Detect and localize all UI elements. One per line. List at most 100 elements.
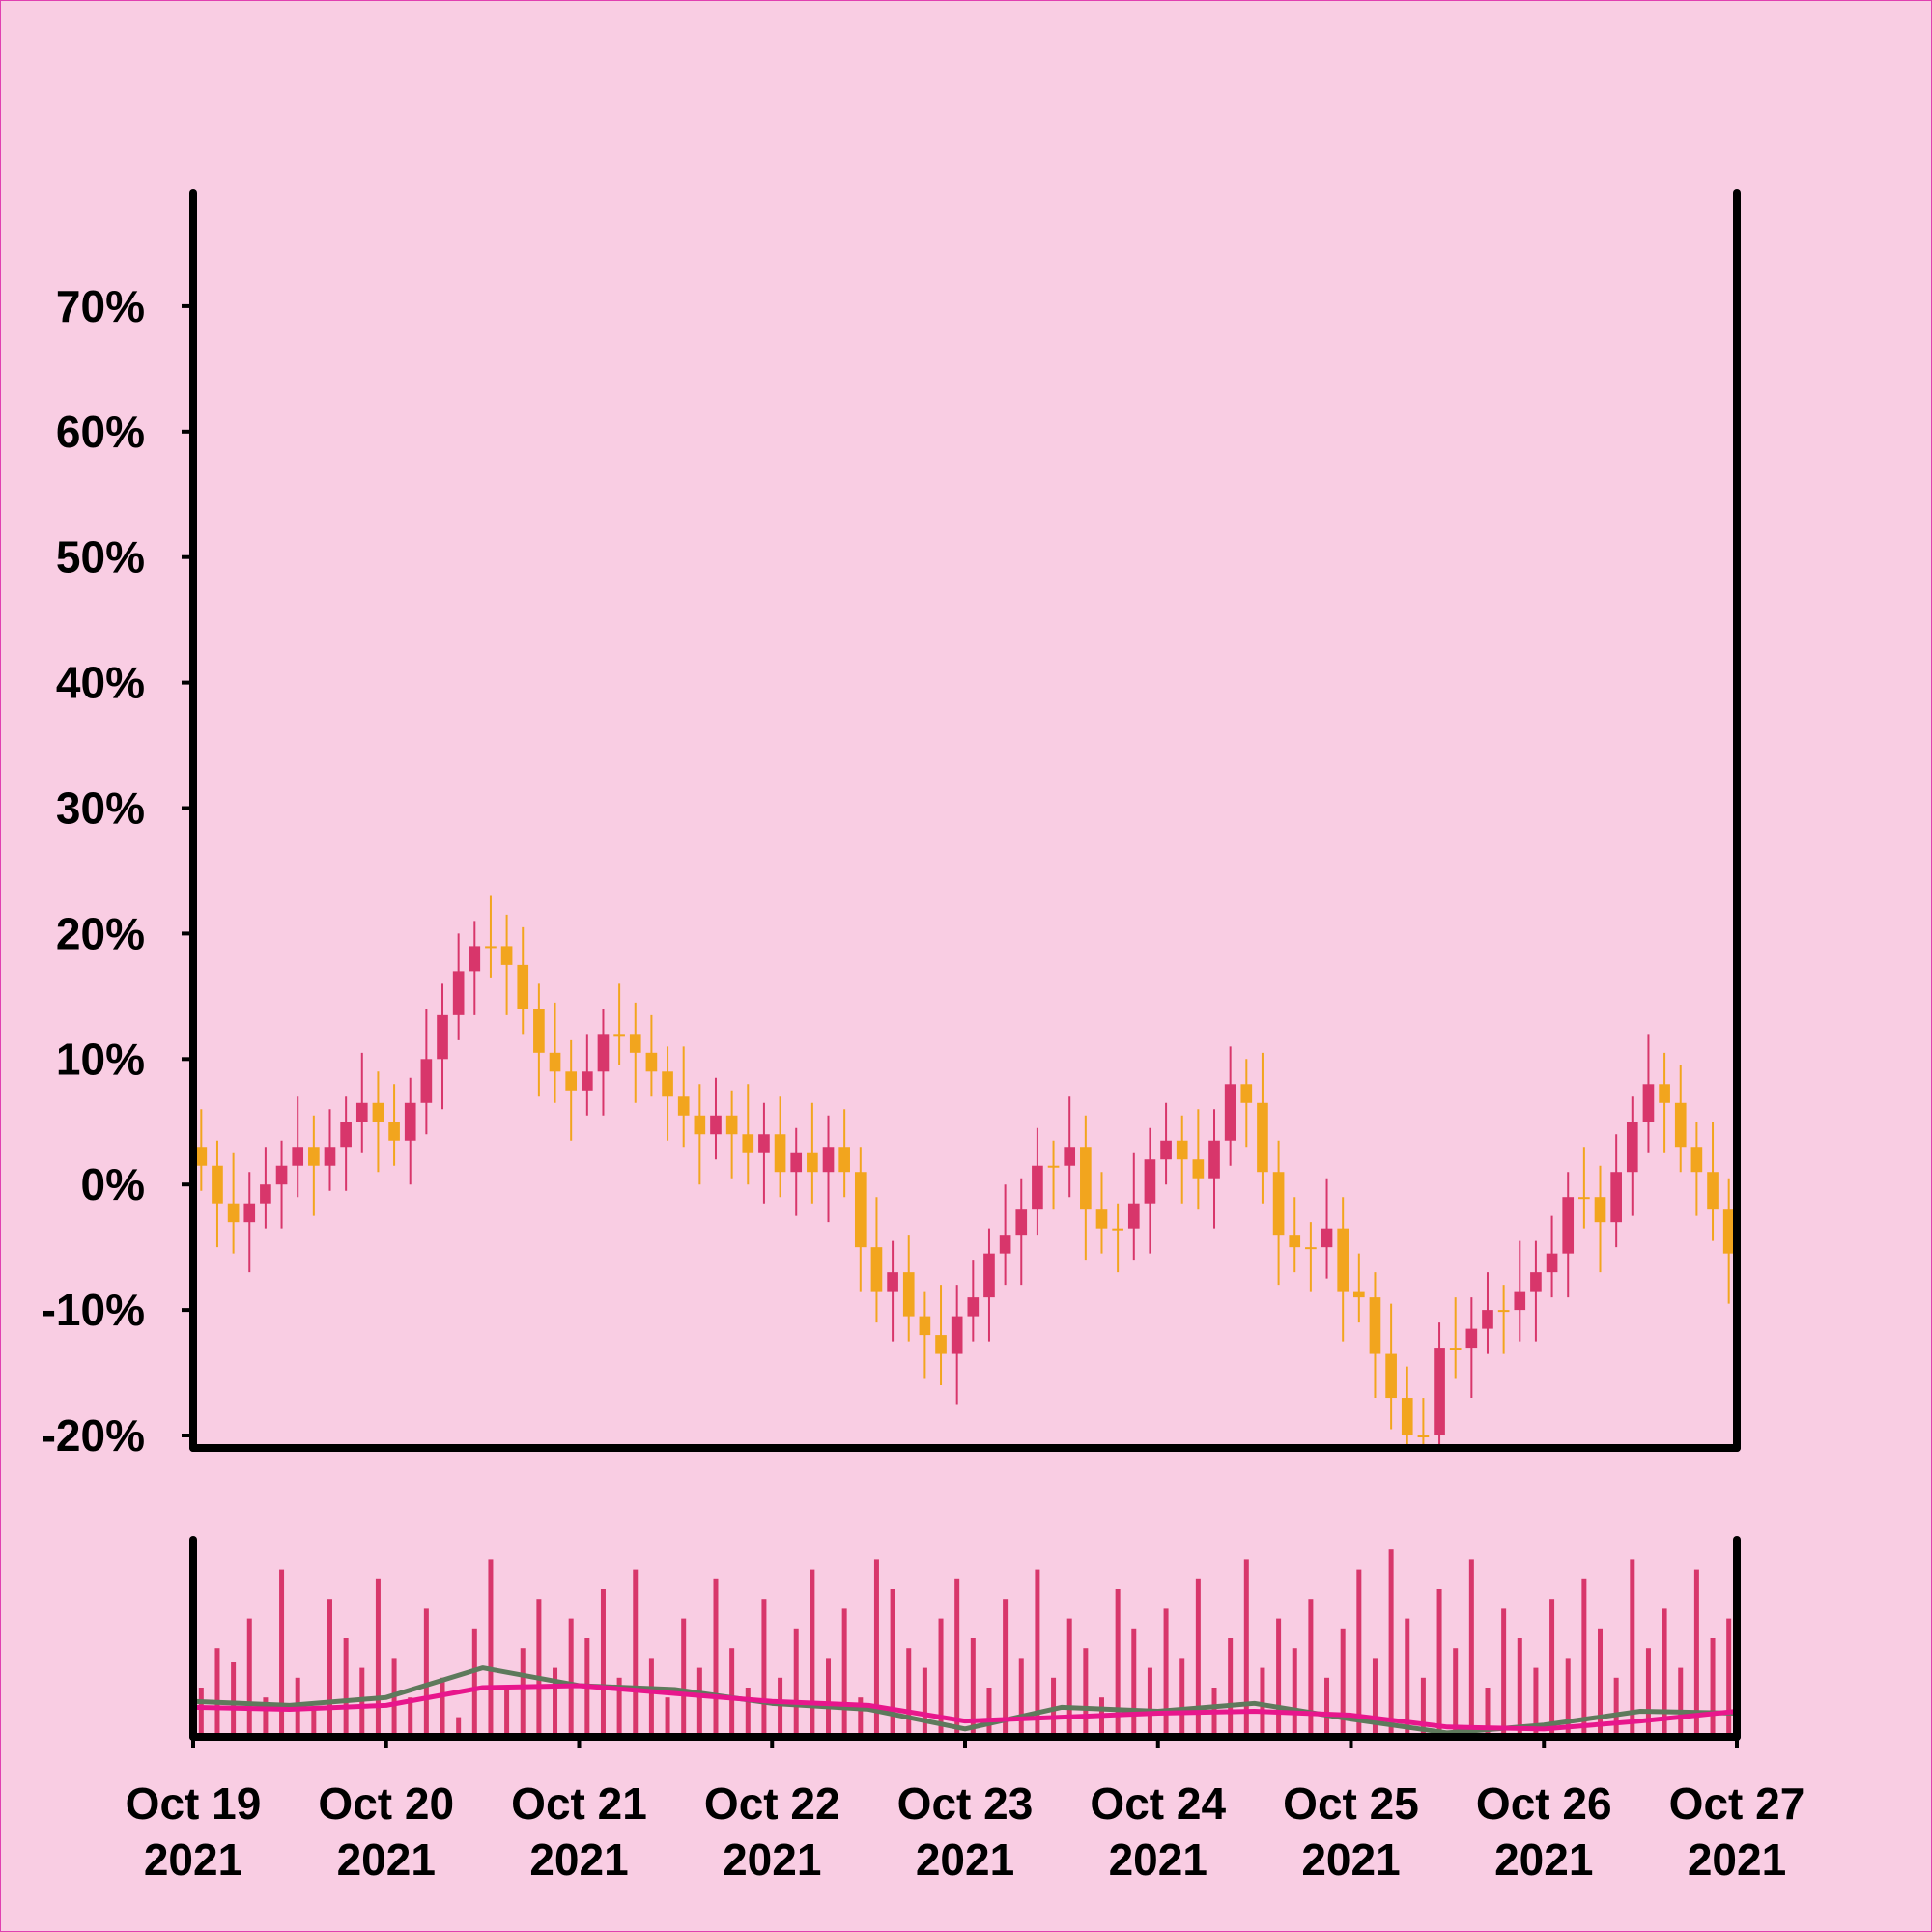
y-tick-label: 30% (56, 783, 145, 834)
volume-bar (1163, 1608, 1169, 1737)
candle-body (227, 1203, 240, 1223)
volume-bar (1356, 1569, 1362, 1737)
volume-bar (648, 1658, 654, 1737)
candle-body (1722, 1209, 1735, 1254)
candle-body (1208, 1140, 1220, 1179)
x-tick-label: Oct 25 2021 (1283, 1778, 1419, 1885)
candle-body (1659, 1084, 1670, 1103)
volume-bar (1468, 1559, 1474, 1737)
candle-body (710, 1115, 722, 1135)
candle-body (935, 1335, 947, 1354)
volume-bar (681, 1618, 687, 1737)
volume-bar (1693, 1569, 1699, 1737)
volume-bar (665, 1697, 670, 1737)
y-tick-label: 10% (56, 1034, 145, 1084)
volume-bar (1243, 1559, 1249, 1737)
volume-bar (553, 1667, 558, 1737)
candle-body (1289, 1235, 1301, 1248)
volume-bar (696, 1667, 702, 1737)
volume-bar (873, 1559, 879, 1737)
y-tick-label: -20% (42, 1410, 145, 1461)
volume-bar (504, 1688, 510, 1737)
volume-bar (1276, 1618, 1282, 1737)
candle-body (1337, 1228, 1350, 1292)
volume-bar (616, 1677, 622, 1737)
x-tick-label: Oct 21 2021 (511, 1778, 647, 1885)
candle-body (1240, 1084, 1253, 1103)
candle-body (870, 1247, 883, 1292)
candle-body (1127, 1203, 1140, 1229)
volume-bar (1018, 1658, 1024, 1737)
volume-bar (745, 1688, 751, 1737)
x-tick-label: Oct 24 2021 (1090, 1778, 1226, 1885)
candle-body (1449, 1348, 1462, 1350)
candle-body (983, 1253, 995, 1298)
x-tick-label: Oct 22 2021 (704, 1778, 840, 1885)
candle-body (260, 1184, 271, 1204)
volume-bar (471, 1628, 477, 1737)
volume-bar (986, 1688, 992, 1737)
volume-bar (922, 1667, 927, 1737)
volume-bar (198, 1688, 204, 1737)
candle-body (613, 1034, 625, 1037)
volume-bar (1645, 1648, 1651, 1737)
candle-body (597, 1034, 610, 1072)
candle-body (1514, 1291, 1526, 1311)
y-tick-label: 20% (56, 908, 145, 958)
candle-body (919, 1316, 931, 1336)
volume-bar (1405, 1618, 1410, 1737)
candle-body (308, 1147, 320, 1166)
volume-bar (761, 1599, 767, 1737)
volume-bar (1453, 1648, 1459, 1737)
candle-body (1674, 1102, 1687, 1148)
candle-body (662, 1071, 673, 1097)
candle-body (1095, 1209, 1108, 1229)
volume-bar (1565, 1658, 1571, 1737)
volume-bar (456, 1717, 462, 1737)
candle-body (1176, 1140, 1188, 1160)
candle-body (951, 1316, 963, 1354)
candle-body (500, 946, 513, 965)
volume-bar (1131, 1628, 1137, 1737)
candle-body (355, 1102, 368, 1122)
candle-body (1064, 1147, 1076, 1166)
candle-body (742, 1134, 754, 1153)
volume-bar (906, 1648, 912, 1737)
y-tick-label: 40% (56, 658, 145, 708)
volume-bar (938, 1618, 944, 1737)
candle-body (758, 1134, 770, 1153)
candle-body (212, 1165, 223, 1204)
candle-body (774, 1134, 786, 1173)
volume-bar (729, 1648, 735, 1737)
volume-bar (1308, 1599, 1314, 1737)
volume-bar (343, 1638, 349, 1737)
candle-body (1032, 1165, 1043, 1210)
candle-body (694, 1115, 706, 1135)
y-tick-label: -10% (42, 1285, 145, 1335)
candle-body (469, 946, 481, 972)
candle-body (1434, 1348, 1445, 1436)
candle-body (887, 1272, 898, 1292)
volume-bar (1228, 1638, 1234, 1737)
candle-body (565, 1071, 578, 1091)
candle-body (420, 1059, 433, 1103)
candle-body (1610, 1172, 1622, 1223)
candle-body (292, 1147, 304, 1166)
candle-body (1690, 1147, 1703, 1173)
volume-bar (858, 1697, 864, 1737)
volume-bar (793, 1628, 799, 1737)
candle-body (388, 1122, 400, 1141)
candle-body (452, 971, 465, 1015)
candle-body (1482, 1310, 1493, 1329)
volume-bar (890, 1589, 895, 1737)
volume-bar (1147, 1667, 1152, 1737)
x-tick-label: Oct 19 2021 (126, 1778, 262, 1885)
y-tick-label: 70% (56, 281, 145, 331)
volume-bar (279, 1569, 285, 1737)
candle-body (838, 1147, 850, 1173)
volume-bar (488, 1559, 494, 1737)
candle-body (1497, 1310, 1510, 1313)
volume-bar (1340, 1628, 1346, 1737)
